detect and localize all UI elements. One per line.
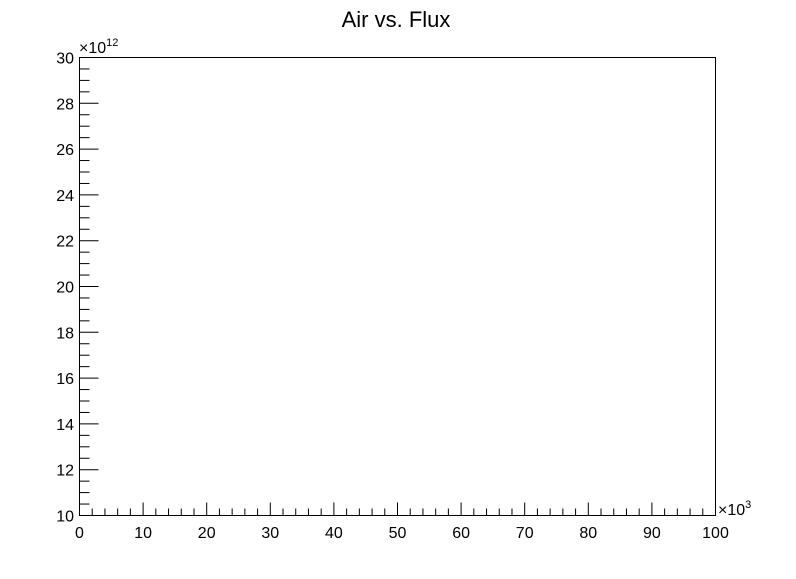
x-tick-label: 20: [198, 525, 216, 542]
y-axis: 10 12 14 16 18 20 22 24 26 28 30: [56, 51, 99, 526]
x-tick-label: 80: [579, 525, 597, 542]
x-tick-label: 60: [452, 525, 470, 542]
x-tick-label: 30: [261, 525, 279, 542]
x-tick-label: 50: [389, 525, 407, 542]
y-tick-label: 14: [56, 417, 74, 434]
x-tick-label: 100: [702, 525, 729, 542]
y-tick-label: 16: [56, 371, 74, 388]
y-tick-label: 22: [56, 234, 74, 251]
x-axis-multiplier: ×103: [718, 499, 751, 519]
x-tick-label: 40: [325, 525, 343, 542]
y-tick-label: 18: [56, 325, 74, 342]
y-tick-label: 30: [56, 51, 74, 68]
y-tick-label: 24: [56, 188, 74, 205]
y-tick-label: 10: [56, 509, 74, 526]
y-tick-label: 28: [56, 96, 74, 113]
x-tick-label: 10: [134, 525, 152, 542]
x-tick-label: 90: [643, 525, 661, 542]
y-axis-exponent: 12: [106, 37, 118, 49]
plot-frame: [79, 57, 716, 516]
x-tick-label: 70: [516, 525, 534, 542]
x-axis: 0 10 20 30 40 50 60 70 80 90 100: [75, 502, 729, 542]
y-axis-multiplier: ×1012: [79, 37, 118, 57]
y-tick-label: 26: [56, 142, 74, 159]
x-tick-label: 0: [75, 525, 84, 542]
y-tick-label: 20: [56, 280, 74, 297]
chart-title: Air vs. Flux: [342, 7, 451, 32]
y-tick-label: 12: [56, 463, 74, 480]
x-axis-exponent: 3: [745, 499, 751, 511]
